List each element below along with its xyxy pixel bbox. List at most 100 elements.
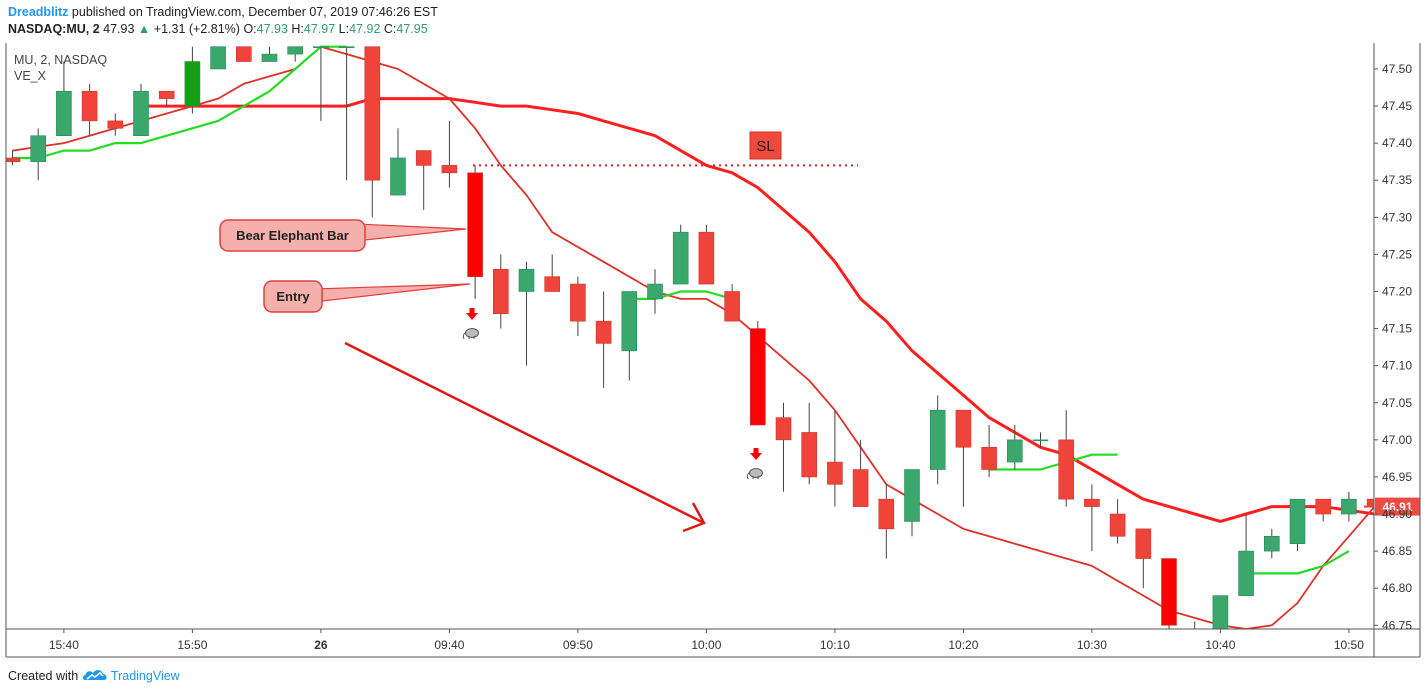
author-name[interactable]: Dreadblitz (8, 5, 69, 19)
created-with-text: Created with (8, 669, 79, 683)
candle-body (929, 409, 946, 470)
ema-fast-line (12, 45, 1374, 629)
trend-arrow-line (344, 341, 705, 525)
close-label: C: (383, 22, 397, 36)
plot-area (6, 43, 1374, 629)
candle-body (1161, 558, 1177, 626)
tradingview-brand[interactable]: TradingView (110, 669, 180, 683)
legend-indicator[interactable]: VE_X (14, 69, 46, 83)
candle-body (210, 46, 226, 70)
bear-elephant-box (219, 219, 366, 252)
y-tick-label: 47.00 (1382, 433, 1412, 447)
candle-body (1366, 498, 1374, 507)
candle-body (1058, 439, 1074, 500)
candle-body (1212, 595, 1229, 629)
trend-arrow-head (682, 502, 706, 533)
candle-body (441, 165, 458, 174)
candle-body (313, 46, 329, 49)
tradingview-cloud-icon (82, 670, 107, 680)
symbol-quote-line: NASDAQ:MU, 2 47.93 ▲ +1.31 (+2.81%) O:47… (8, 21, 428, 38)
candle-body (236, 46, 252, 62)
candle-body (338, 46, 355, 49)
ve-x-green-line (1246, 550, 1350, 575)
candle-body (467, 172, 483, 277)
candle-body (775, 417, 792, 441)
publish-header: Dreadblitz published on TradingView.com,… (8, 4, 438, 21)
y-tick-label: 47.40 (1382, 136, 1412, 150)
entry-callout: Entry (276, 289, 310, 304)
candle-body (1084, 498, 1100, 507)
candle-body (261, 53, 278, 62)
x-tick-label: 15:40 (49, 638, 79, 652)
candle-body (595, 320, 612, 344)
low-value: 47.92 (349, 22, 381, 36)
candle-body (1238, 550, 1254, 596)
y-tick-label: 47.25 (1382, 247, 1412, 261)
x-tick-label: 15:50 (177, 638, 207, 652)
candle-body (415, 150, 432, 166)
elephant-icon (462, 331, 467, 340)
candle-body (878, 498, 895, 530)
x-tick-label: 26 (314, 638, 328, 652)
candle-body (133, 90, 149, 137)
candle-body (81, 90, 98, 122)
x-tick-label: 10:20 (948, 638, 978, 652)
stop-loss-box (749, 131, 782, 160)
candle-body (107, 120, 124, 129)
candle-body (544, 276, 561, 292)
axes-layer: 47.50 47.45 47.40 47.35 47.30 47.25 47.20 47.15… (5, 43, 1421, 658)
ve-x-green-line (989, 453, 1118, 471)
y-tick-label: 46.85 (1382, 544, 1412, 558)
close-value: 47.95 (396, 22, 428, 36)
candle-body (492, 268, 509, 315)
legend-title: MU, 2, NASDAQ (14, 53, 108, 67)
ema-fast-layer (12, 45, 1374, 629)
ve-x-green-line (629, 290, 733, 300)
elephant-icon (465, 328, 479, 338)
candle-body (158, 90, 175, 99)
candle-body (30, 135, 47, 162)
last-price-flag (1375, 497, 1420, 516)
candle-body (801, 432, 818, 478)
candle-body (904, 469, 920, 522)
candle-body (749, 328, 766, 426)
y-tick-label: 46.75 (1382, 618, 1412, 632)
candle-body (6, 157, 21, 162)
candle-body (184, 61, 201, 107)
y-tick-label: 46.80 (1382, 581, 1412, 595)
bear-elephant-callout: Bear Elephant Bar (236, 228, 349, 243)
candles-layer (6, 46, 1374, 629)
down-arrow-icon (750, 448, 762, 460)
candle-body (518, 268, 535, 292)
candle-body (621, 291, 638, 352)
open-label: O: (243, 22, 257, 36)
chart-legend: MU, 2, NASDAQ VE_X (14, 52, 107, 84)
x-tick-label: 10:50 (1334, 638, 1364, 652)
candle-body (1289, 498, 1306, 544)
elephant-icon (749, 468, 763, 478)
x-tick-label: 09:50 (563, 638, 593, 652)
candle-body (1135, 528, 1152, 559)
candle-body (1032, 439, 1049, 442)
high-value: 47.97 (303, 22, 336, 36)
candle-body (390, 157, 406, 196)
footer: Created with TradingView (8, 668, 180, 683)
y-tick-label: 47.50 (1382, 62, 1412, 76)
candle-body (287, 46, 304, 55)
candle-body (1315, 498, 1331, 515)
candle-body (698, 231, 715, 285)
candle-body (955, 409, 972, 448)
down-arrow-icon (466, 308, 478, 320)
y-tick-label: 47.20 (1382, 284, 1412, 298)
y-tick-label: 47.15 (1382, 322, 1412, 336)
candle-body (647, 283, 663, 300)
candle-body (852, 469, 869, 507)
y-tick-label: 47.45 (1382, 99, 1412, 113)
open-value: 47.93 (256, 22, 288, 36)
chart-grid (6, 43, 1374, 629)
ve-x-green-layer (12, 45, 1350, 575)
x-tick-label: 09:40 (434, 638, 464, 652)
y-tick-label: 46.90 (1382, 507, 1412, 521)
high-label: H: (291, 22, 304, 36)
